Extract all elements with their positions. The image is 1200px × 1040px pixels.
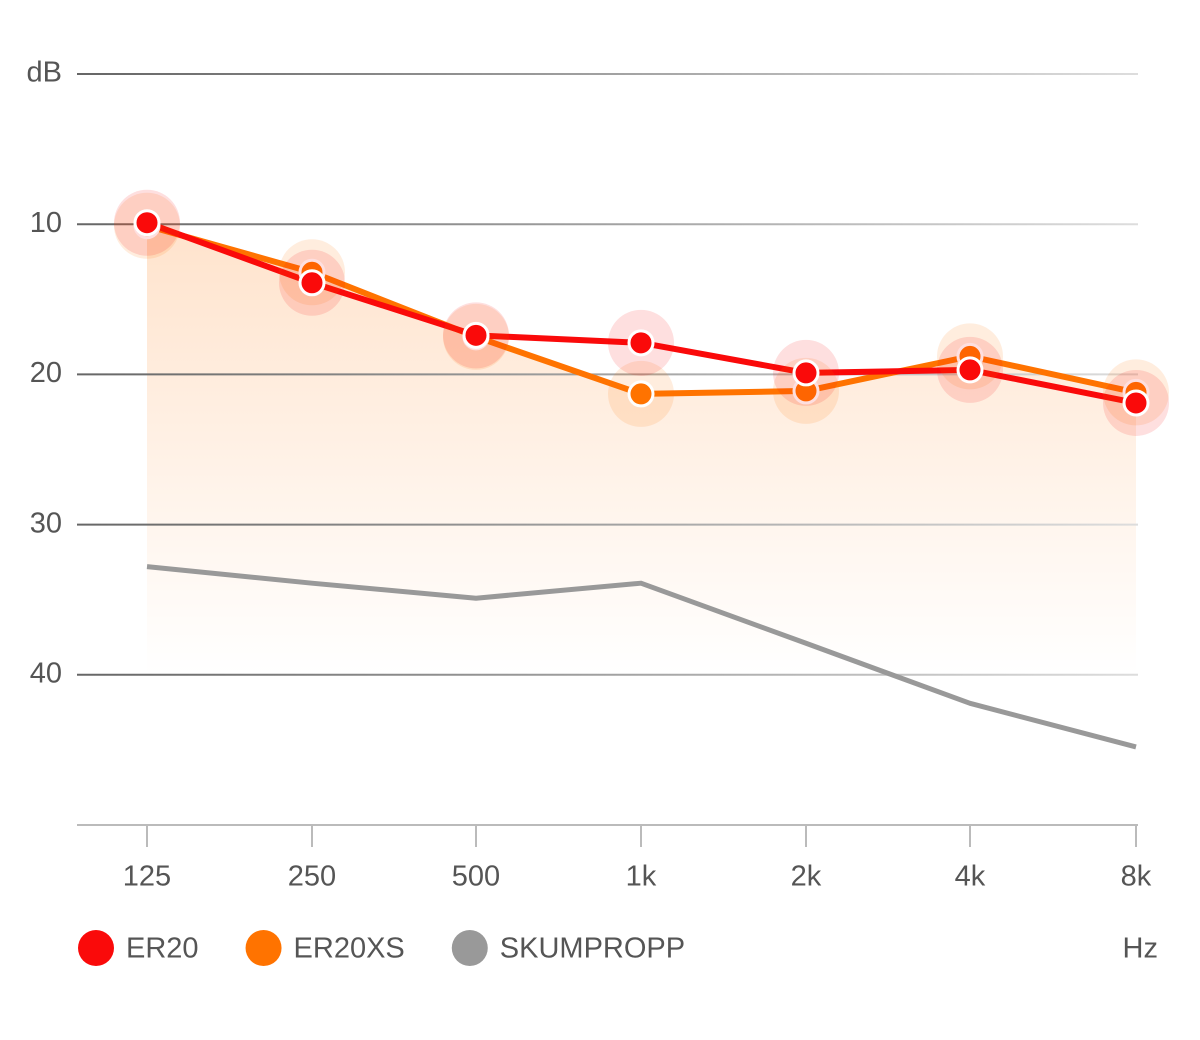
- legend-swatch: [245, 930, 282, 966]
- legend-swatch: [451, 930, 488, 966]
- legend-label: ER20XS: [294, 933, 405, 965]
- marker: [627, 380, 655, 408]
- marker: [956, 356, 984, 384]
- line: [146, 564, 1137, 750]
- x-axis-label: Hz: [1123, 933, 1158, 965]
- x-tick-label: 125: [123, 861, 171, 893]
- marker: [133, 209, 161, 237]
- x-tick-label: 250: [288, 861, 336, 893]
- marker: [1122, 389, 1150, 417]
- x-tick-label: 8k: [1121, 861, 1152, 893]
- x-tick-label: 2k: [791, 861, 822, 893]
- x-tick-label: 500: [452, 861, 500, 893]
- legend-label: ER20: [126, 933, 199, 965]
- marker: [627, 329, 655, 357]
- marker: [792, 359, 820, 387]
- y-tick-label: 10: [30, 207, 62, 239]
- marker: [298, 269, 326, 297]
- y-tick-label: 30: [30, 507, 62, 539]
- x-tick-label: 1k: [626, 861, 657, 893]
- legend-swatch: [78, 930, 114, 966]
- y-tick-label: 20: [30, 357, 62, 389]
- area: [147, 225, 1136, 675]
- y-tick-label: dB: [27, 57, 62, 89]
- y-tick-label: 40: [30, 657, 62, 689]
- marker: [462, 321, 490, 349]
- x-tick-label: 4k: [955, 861, 986, 893]
- legend-label: SKUMPROPP: [500, 933, 685, 965]
